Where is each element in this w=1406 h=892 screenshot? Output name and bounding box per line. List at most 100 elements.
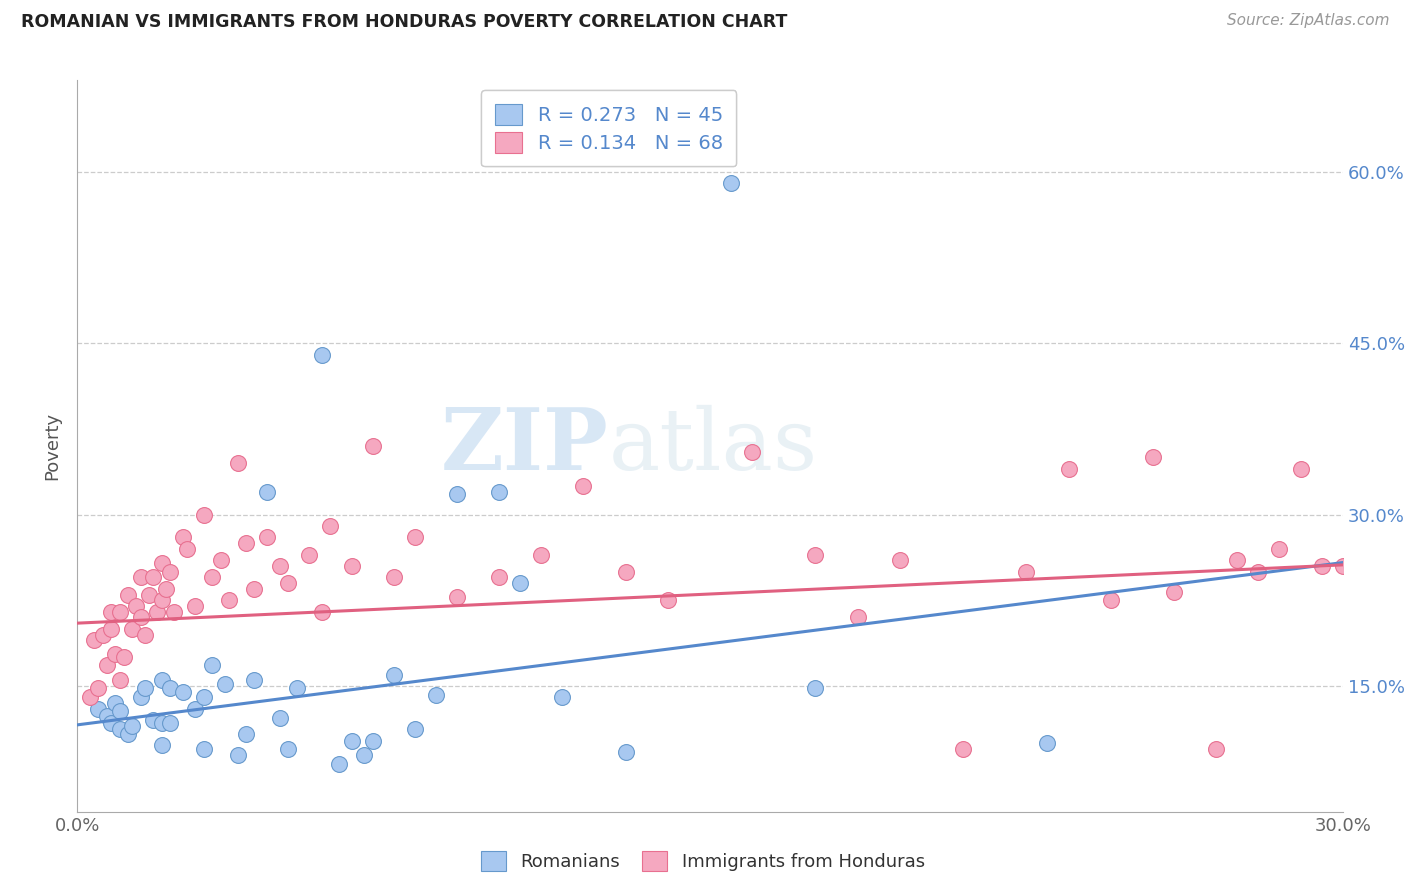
Point (720, 176, 742, 190)
Point (1226, 553, 1249, 567)
Point (488, 484, 510, 499)
Point (117, 588, 139, 602)
Point (117, 727, 139, 741)
Point (361, 439, 384, 453)
Point (91, 627, 114, 641)
Point (530, 548, 553, 562)
Point (614, 565, 637, 579)
Point (159, 681, 181, 696)
Point (193, 742, 215, 756)
Point (404, 530, 426, 544)
Point (361, 734, 384, 748)
Point (176, 541, 198, 556)
Point (155, 582, 177, 596)
Point (150, 556, 173, 570)
Point (488, 570, 510, 584)
Point (104, 696, 127, 710)
Point (125, 599, 148, 613)
Point (226, 456, 249, 470)
Point (129, 610, 152, 624)
Point (446, 487, 468, 501)
Legend: R = 0.273   N = 45, R = 0.134   N = 68: R = 0.273 N = 45, R = 0.134 N = 68 (481, 90, 737, 167)
Point (201, 570, 224, 584)
Point (1310, 559, 1333, 574)
Point (425, 688, 447, 702)
Point (846, 610, 869, 624)
Point (1247, 565, 1270, 579)
Point (340, 559, 363, 574)
Point (328, 756, 350, 771)
Point (129, 570, 152, 584)
Point (243, 582, 266, 596)
Point (1205, 742, 1227, 756)
Point (87, 681, 110, 696)
Point (1099, 593, 1122, 607)
Point (657, 593, 679, 607)
Point (269, 711, 291, 725)
Point (382, 667, 405, 681)
Point (129, 690, 152, 705)
Point (404, 723, 426, 737)
Point (108, 673, 131, 688)
Point (150, 715, 173, 730)
Point (1142, 450, 1164, 465)
Point (1015, 565, 1038, 579)
Point (100, 715, 122, 730)
Point (172, 530, 194, 544)
Point (150, 673, 173, 688)
Point (340, 734, 363, 748)
Point (159, 715, 181, 730)
Point (121, 719, 143, 733)
Point (100, 622, 122, 636)
Point (150, 593, 173, 607)
Point (134, 681, 156, 696)
Point (446, 590, 468, 604)
Point (79, 690, 101, 705)
Point (121, 622, 143, 636)
Point (108, 704, 131, 718)
Text: ZIP: ZIP (441, 404, 609, 488)
Point (256, 484, 278, 499)
Legend: Romanians, Immigrants from Honduras: Romanians, Immigrants from Honduras (474, 844, 932, 879)
Point (804, 548, 827, 562)
Point (112, 650, 135, 665)
Y-axis label: Poverty: Poverty (44, 412, 62, 480)
Point (311, 347, 333, 362)
Point (172, 684, 194, 698)
Point (108, 723, 131, 737)
Point (96, 658, 118, 673)
Point (572, 479, 595, 493)
Point (159, 565, 181, 579)
Point (256, 530, 278, 544)
Point (353, 747, 375, 762)
Point (134, 627, 156, 641)
Point (804, 681, 827, 696)
Point (741, 444, 763, 458)
Point (1268, 541, 1291, 556)
Point (1331, 559, 1354, 574)
Point (150, 739, 173, 753)
Point (104, 647, 127, 661)
Point (218, 593, 240, 607)
Point (87, 702, 110, 716)
Point (277, 742, 299, 756)
Point (269, 559, 291, 574)
Point (146, 605, 169, 619)
Point (1289, 462, 1312, 476)
Point (96, 708, 118, 723)
Point (209, 553, 232, 567)
Point (889, 553, 911, 567)
Point (142, 714, 165, 728)
Point (311, 605, 333, 619)
Point (1057, 462, 1080, 476)
Point (952, 742, 974, 756)
Point (614, 745, 637, 759)
Point (83, 633, 105, 648)
Point (214, 676, 236, 690)
Point (193, 690, 215, 705)
Point (509, 576, 531, 591)
Point (184, 599, 207, 613)
Point (551, 690, 574, 705)
Point (235, 727, 257, 741)
Point (319, 519, 342, 533)
